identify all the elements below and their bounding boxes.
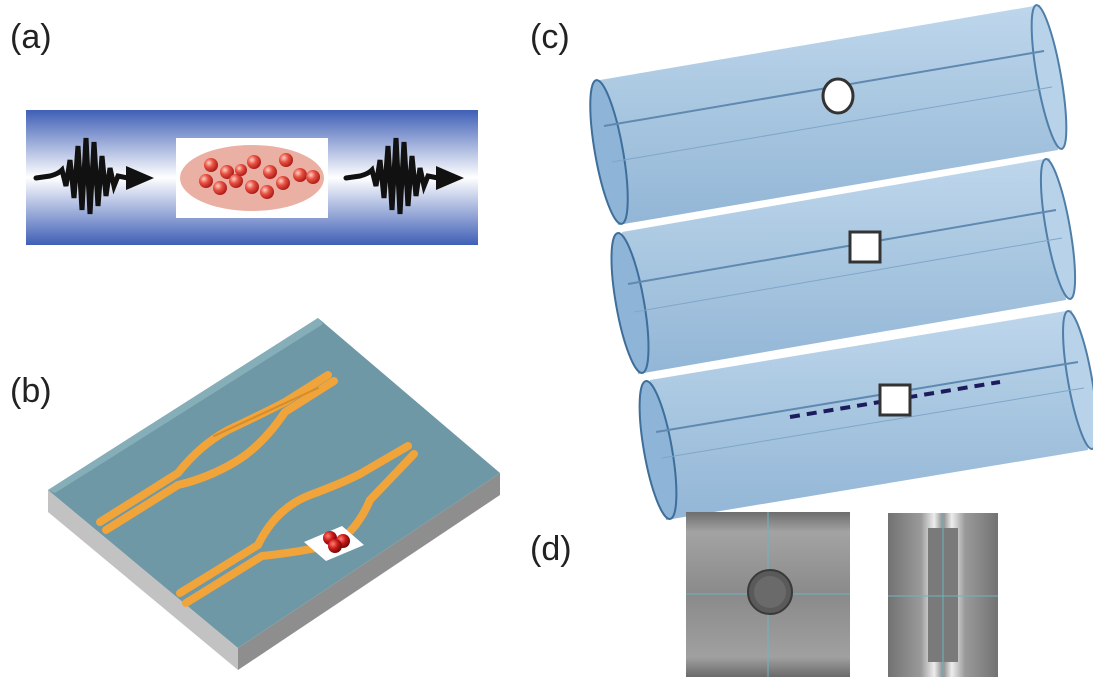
input-arrow-head — [126, 166, 154, 190]
fiber-round-hole — [589, 4, 1068, 225]
panel-b — [48, 318, 500, 670]
square-hole — [848, 230, 882, 264]
round-hole — [821, 77, 855, 115]
panel-c — [589, 4, 1093, 520]
output-arrow-head — [436, 166, 464, 190]
square-hole-grating — [878, 383, 912, 417]
upper-interferometer — [96, 371, 338, 534]
panel-label-c: (c) — [530, 18, 570, 56]
input-pulse-wave — [33, 137, 131, 215]
chip-side-right — [238, 473, 500, 670]
sample-particles — [323, 531, 350, 553]
panel-a — [26, 110, 478, 245]
micrograph-square-hole — [888, 513, 998, 677]
chip-top-edge-highlight — [48, 318, 323, 493]
chip-side-left — [48, 490, 238, 670]
panel-label-b: (b) — [10, 372, 52, 410]
chip-top — [48, 318, 500, 648]
particle-balls — [199, 153, 320, 199]
micrograph-round-hole — [686, 512, 850, 677]
fiber-square-hole-grating — [638, 310, 1093, 520]
fiber-square-hole — [610, 158, 1077, 374]
panel-d — [686, 512, 998, 677]
panel-label-a: (a) — [10, 18, 52, 56]
output-pulse-wave — [343, 137, 441, 215]
panel-label-d: (d) — [530, 530, 572, 568]
